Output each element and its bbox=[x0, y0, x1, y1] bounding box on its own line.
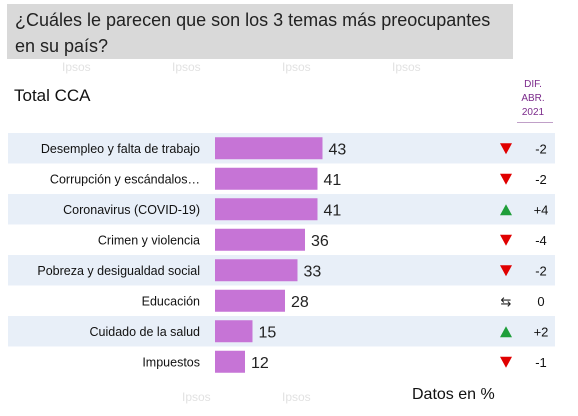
category-label: Coronavirus (COVID-19) bbox=[63, 203, 200, 217]
category-label: Pobreza y desigualdad social bbox=[37, 264, 200, 278]
diff-header: DIF. ABR. 2021 bbox=[510, 78, 556, 120]
data-label: 43 bbox=[329, 141, 347, 158]
watermark-ipsos: Ipsos bbox=[282, 60, 311, 74]
data-label: 33 bbox=[304, 263, 322, 280]
data-label: 36 bbox=[311, 233, 329, 250]
no-change-icon: ⇆ bbox=[501, 295, 512, 310]
diff-value: -2 bbox=[535, 172, 547, 187]
data-label: 12 bbox=[251, 355, 269, 372]
diff-value: -2 bbox=[535, 263, 547, 278]
watermark-ipsos: Ipsos bbox=[282, 390, 311, 404]
diff-value: -1 bbox=[535, 355, 547, 370]
diff-header-underline bbox=[517, 122, 553, 123]
watermark-ipsos: Ipsos bbox=[62, 60, 91, 74]
data-label: 28 bbox=[291, 294, 309, 311]
bar bbox=[215, 167, 318, 190]
diff-value: +4 bbox=[534, 202, 549, 217]
category-label: Crimen y violencia bbox=[98, 233, 200, 247]
watermark-ipsos: Ipsos bbox=[392, 60, 421, 74]
diff-header-line-2: ABR. bbox=[521, 93, 545, 104]
category-label: Cuidado de la salud bbox=[90, 325, 201, 339]
diff-header-line-1: DIF. bbox=[524, 79, 542, 90]
bar bbox=[215, 228, 305, 251]
down-arrow-icon bbox=[500, 234, 512, 246]
question-text: ¿Cuáles le parecen que son los 3 temas m… bbox=[15, 10, 491, 56]
up-arrow-icon bbox=[500, 326, 512, 338]
down-arrow-icon bbox=[500, 265, 512, 277]
diff-value: +2 bbox=[534, 324, 549, 339]
footnote: Datos en % bbox=[412, 386, 495, 403]
diff-value: -4 bbox=[535, 233, 547, 248]
bar bbox=[215, 350, 245, 373]
watermark-ipsos: Ipsos bbox=[172, 60, 201, 74]
diff-value: -2 bbox=[535, 141, 547, 156]
down-arrow-icon bbox=[500, 173, 512, 185]
up-arrow-icon bbox=[500, 204, 512, 216]
category-label: Desempleo y falta de trabajo bbox=[41, 142, 200, 156]
row-band bbox=[8, 316, 555, 347]
category-label: Impuestos bbox=[142, 355, 200, 369]
bar bbox=[215, 137, 323, 160]
down-arrow-icon bbox=[500, 356, 512, 368]
diff-header-line-3: 2021 bbox=[521, 107, 545, 118]
bar bbox=[215, 289, 285, 312]
data-label: 41 bbox=[324, 172, 342, 189]
diff-value: 0 bbox=[537, 294, 544, 309]
bar bbox=[215, 259, 298, 282]
category-label: Educación bbox=[142, 294, 200, 308]
category-label: Corrupción y escándalos… bbox=[50, 172, 200, 186]
question-box: ¿Cuáles le parecen que son los 3 temas m… bbox=[7, 4, 513, 59]
subtitle: Total CCA bbox=[14, 86, 91, 105]
bar bbox=[215, 198, 318, 221]
bar bbox=[215, 320, 253, 343]
watermark-ipsos: Ipsos bbox=[182, 390, 211, 404]
data-label: 15 bbox=[259, 324, 277, 341]
down-arrow-icon bbox=[500, 143, 512, 155]
data-label: 41 bbox=[324, 202, 342, 219]
